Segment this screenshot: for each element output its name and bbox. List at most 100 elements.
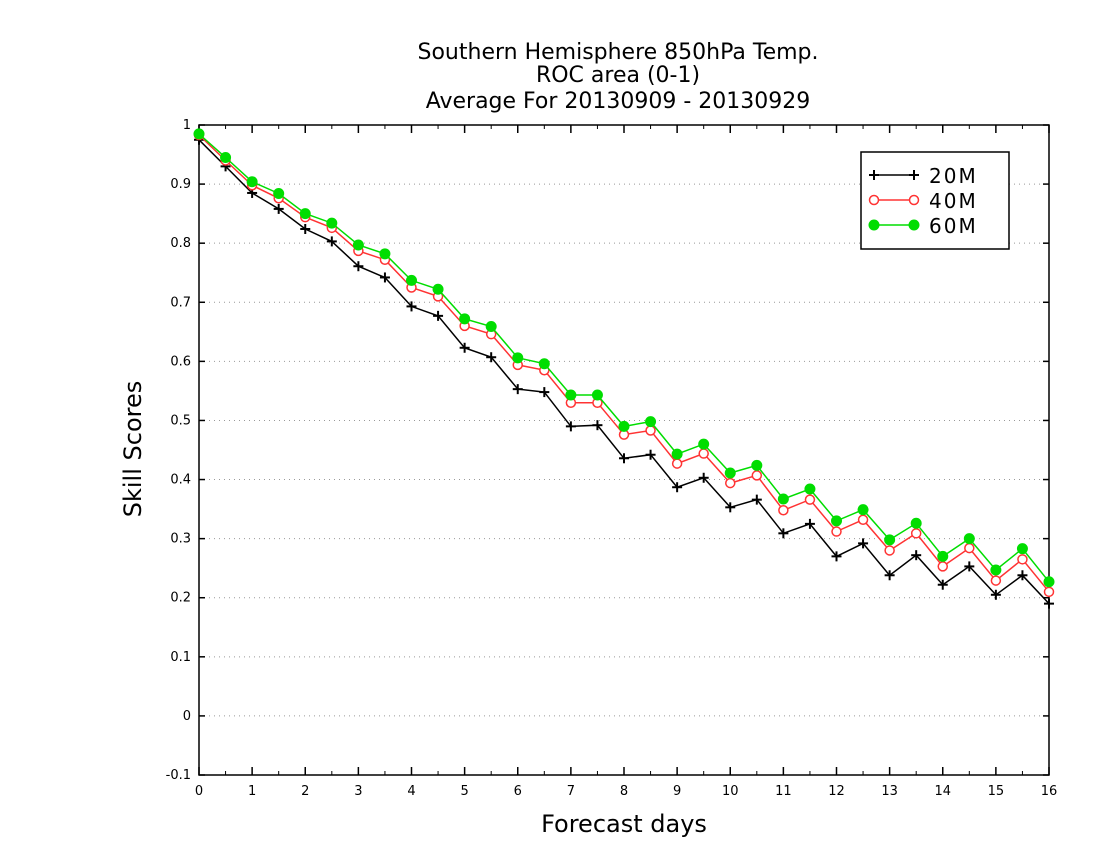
x-tick-label: 5: [460, 784, 468, 799]
data-point-20M: [804, 518, 815, 529]
data-point-60M: [406, 274, 417, 286]
data-point-40M: [964, 542, 975, 554]
legend-marker: [908, 219, 920, 231]
data-point-20M: [565, 421, 576, 432]
data-point-60M: [485, 321, 497, 332]
series-20M: [194, 134, 1054, 609]
legend-item-40M: 40M: [868, 189, 978, 213]
data-point-60M: [591, 389, 603, 401]
data-point-20M: [911, 550, 922, 561]
y-tick-label: 0: [183, 709, 191, 724]
data-point-40M: [990, 575, 1002, 586]
data-point-20M: [433, 310, 444, 321]
x-tick-label: 8: [620, 784, 628, 799]
data-point-60M: [299, 208, 311, 220]
x-tick-label: 15: [988, 784, 1005, 799]
data-point-40M: [725, 477, 736, 489]
y-tick-label: 0.5: [170, 413, 191, 428]
grid: [199, 183, 1049, 717]
data-point-60M: [273, 188, 285, 200]
x-tick-label: 9: [673, 784, 681, 799]
data-point-20M: [698, 472, 709, 483]
x-tick-label: 16: [1041, 784, 1058, 799]
data-point-60M: [671, 448, 683, 460]
data-point-20M: [858, 538, 869, 549]
data-point-20M: [486, 352, 497, 363]
x-tick-label: 0: [195, 784, 203, 799]
data-point-40M: [778, 505, 789, 516]
data-point-40M: [937, 561, 948, 572]
x-tick-label: 13: [881, 784, 898, 799]
data-point-40M: [804, 494, 816, 505]
data-point-60M: [1016, 543, 1028, 555]
x-axis-label: Forecast days: [541, 810, 707, 838]
data-point-40M: [645, 425, 656, 436]
data-point-20M: [778, 528, 789, 539]
data-point-60M: [884, 534, 896, 546]
y-tick-label: -0.1: [166, 768, 191, 783]
legend-item-60M: 60M: [868, 214, 978, 238]
x-tick-label: 11: [775, 784, 792, 799]
data-point-20M: [300, 224, 311, 234]
data-point-40M: [751, 470, 763, 481]
data-point-60M: [618, 420, 630, 432]
data-point-60M: [724, 467, 736, 479]
legend-label: 20M: [929, 164, 978, 188]
x-tick-label: 10: [722, 784, 739, 799]
data-point-60M: [459, 313, 471, 325]
data-point-60M: [910, 517, 922, 529]
data-point-60M: [512, 352, 524, 364]
data-point-60M: [804, 483, 816, 495]
data-point-60M: [645, 416, 657, 428]
data-point-60M: [777, 493, 789, 505]
chart-title: Southern Hemisphere 850hPa Temp. ROC are…: [418, 40, 819, 114]
data-point-20M: [990, 589, 1001, 600]
legend-label: 40M: [929, 189, 978, 213]
y-tick-label: 1: [183, 118, 191, 133]
y-axis-label: Skill Scores: [119, 381, 147, 518]
data-point-20M: [672, 482, 683, 493]
data-point-20M: [512, 384, 523, 395]
x-tick-label: 7: [567, 784, 575, 799]
x-tick-label: 6: [514, 784, 522, 799]
data-point-40M: [1043, 586, 1055, 598]
data-point-60M: [831, 515, 842, 527]
x-tick-label: 3: [354, 784, 362, 799]
data-point-20M: [964, 561, 975, 572]
data-point-20M: [459, 342, 470, 353]
data-point-20M: [539, 387, 550, 398]
data-point-60M: [379, 248, 391, 260]
y-tick-label: 0.2: [170, 591, 191, 606]
data-point-60M: [1043, 576, 1055, 588]
data-point-60M: [193, 128, 205, 140]
x-tick-label: 14: [934, 784, 951, 799]
legend-marker: [908, 194, 920, 206]
x-tick-label: 12: [828, 784, 845, 799]
data-point-40M: [857, 514, 869, 525]
data-point-40M: [671, 458, 683, 469]
data-point-60M: [937, 550, 949, 562]
legend-marker: [868, 194, 880, 206]
data-point-60M: [857, 504, 869, 516]
title-line-1: Southern Hemisphere 850hPa Temp.: [418, 40, 819, 65]
data-point-20M: [619, 453, 629, 464]
data-point-20M: [937, 579, 948, 590]
data-point-20M: [379, 272, 390, 283]
data-point-20M: [645, 449, 656, 460]
x-tick-label: 1: [248, 784, 256, 799]
x-tick-label: 2: [301, 784, 309, 799]
data-point-60M: [220, 152, 232, 163]
legend-marker: [868, 219, 880, 231]
legend-label: 60M: [929, 214, 978, 238]
legend-item-20M: 20M: [869, 164, 978, 188]
data-point-40M: [831, 526, 842, 537]
data-point-20M: [406, 301, 417, 312]
data-point-60M: [990, 564, 1002, 576]
y-tick-label: 0.3: [170, 532, 191, 547]
data-point-20M: [326, 236, 337, 247]
title-line-2: ROC area (0-1): [536, 63, 700, 88]
data-point-20M: [725, 502, 736, 513]
data-point-60M: [246, 176, 258, 188]
